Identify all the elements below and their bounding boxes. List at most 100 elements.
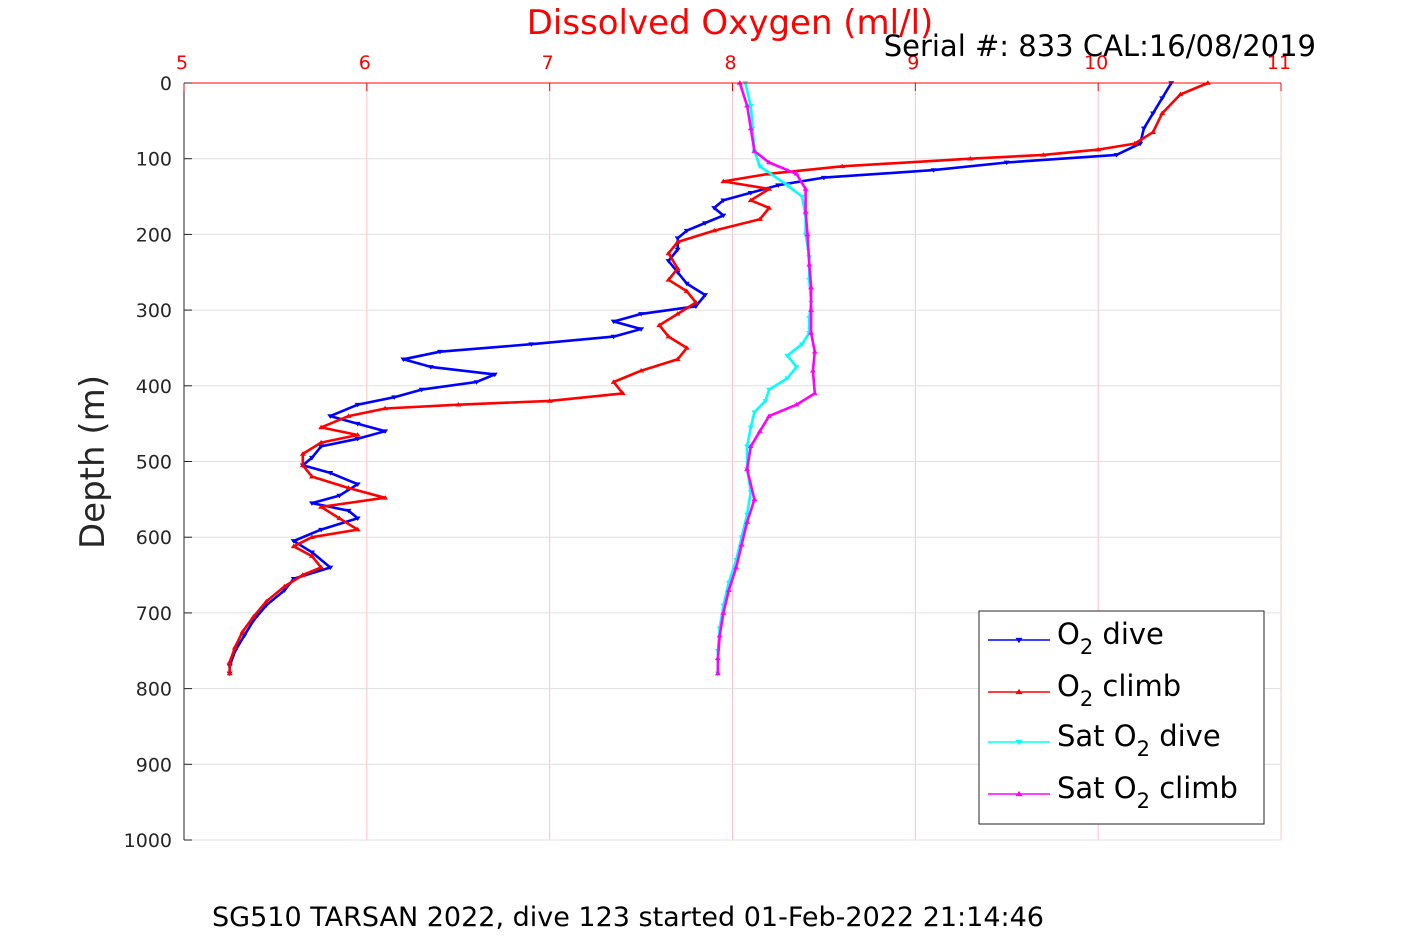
- o2-climb-point: [250, 613, 257, 619]
- sat-o2-climb-point: [756, 428, 763, 434]
- o2-dive-point: [930, 168, 937, 173]
- sat-o2-dive-point: [793, 365, 800, 370]
- y-tick-label: 500: [136, 452, 172, 474]
- o2-dive-point: [400, 357, 407, 363]
- o2-dive-point: [1150, 111, 1157, 116]
- o2-dive-point: [308, 550, 315, 556]
- o2-dive-point: [427, 365, 434, 370]
- sat-o2-climb-point: [793, 402, 800, 407]
- y-tick-label: 600: [136, 527, 172, 549]
- legend-marker-o2-dive: [1015, 637, 1023, 644]
- o2-dive-point: [820, 175, 827, 181]
- o2-dive-point: [327, 414, 334, 419]
- o2-climb-point: [308, 534, 315, 539]
- legend-label-o2-climb: O2 climb: [1057, 669, 1181, 711]
- sat-o2-climb-point: [720, 610, 727, 615]
- x-tick-label: 10: [1084, 52, 1108, 74]
- o2-dive-point: [354, 402, 361, 408]
- o2-climb-point: [711, 227, 718, 233]
- o2-dive-point: [382, 429, 389, 434]
- o2-dive-point: [281, 588, 288, 593]
- o2-climb-point: [345, 485, 352, 490]
- o2-dive-point: [336, 493, 343, 499]
- sat-o2-dive-point: [798, 342, 805, 347]
- o2-dive-point: [702, 221, 709, 226]
- sat-o2-climb-point: [714, 670, 721, 676]
- o2-climb-point: [546, 398, 553, 403]
- o2-climb-point: [318, 504, 325, 509]
- o2-climb-point: [336, 515, 343, 521]
- o2-dive-point: [318, 527, 325, 533]
- sat-o2-climb-point: [751, 496, 758, 502]
- sat-o2-climb-point: [811, 390, 818, 396]
- sat-o2-dive-point: [756, 164, 763, 169]
- o2-climb-point: [756, 216, 763, 222]
- o2-dive-point: [308, 501, 315, 506]
- y-tick-label: 800: [136, 679, 172, 701]
- o2-climb-point: [455, 402, 462, 407]
- o2-climb-point: [720, 178, 727, 184]
- o2-climb-point: [766, 205, 773, 210]
- o2-dive-point: [391, 395, 398, 400]
- o2-climb-point: [226, 659, 233, 664]
- sat-o2-climb-point: [738, 542, 745, 547]
- o2-climb-point: [354, 526, 361, 532]
- o2-climb-point: [345, 413, 352, 418]
- chart-footer: SG510 TARSAN 2022, dive 123 started 01-F…: [212, 902, 1044, 933]
- o2-climb-point: [683, 345, 690, 350]
- legend-box: [978, 610, 1265, 825]
- sat-o2-climb-point: [809, 367, 816, 373]
- sat-o2-climb-point: [793, 171, 800, 176]
- sat-o2-climb-line: [716, 82, 817, 674]
- o2-dive-point: [720, 213, 727, 219]
- sat-o2-climb-point: [808, 307, 815, 312]
- o2-climb-point: [232, 644, 239, 649]
- o2-dive-point: [354, 421, 361, 427]
- o2-dive-series: [226, 81, 1175, 677]
- chart-title: Dissolved Oxygen (ml/l): [527, 3, 934, 43]
- x-tick-label: 8: [724, 52, 736, 74]
- o2-climb-point: [318, 424, 325, 430]
- o2-climb-point: [1159, 110, 1166, 116]
- y-tick-label: 900: [136, 754, 172, 776]
- o2-dive-point: [354, 482, 361, 487]
- sat-o2-climb-point: [802, 186, 809, 191]
- o2-dive-point: [241, 633, 248, 639]
- o2-dive-point: [354, 436, 361, 442]
- axes: [183, 82, 1282, 841]
- o2-dive-point: [665, 259, 672, 264]
- y-tick-label: 700: [136, 603, 172, 625]
- x-tick-label: 6: [359, 52, 371, 74]
- o2-climb-point: [638, 367, 645, 373]
- o2-climb-point: [683, 288, 690, 293]
- series-layer: [226, 80, 1211, 677]
- o2-climb-point: [747, 197, 754, 203]
- o2-climb-point: [674, 265, 681, 271]
- o2-climb-point: [1177, 91, 1184, 97]
- y-tick-label: 100: [136, 149, 172, 171]
- x-tick-label: 9: [907, 52, 919, 74]
- legend: O2 dive O2 climb Sat O2 dive Sat O2 climb: [978, 610, 1265, 825]
- legend-label-sat-o2-dive: Sat O2 dive: [1057, 719, 1221, 761]
- o2-dive-point: [683, 281, 690, 287]
- o2-climb-point: [656, 322, 663, 328]
- o2-climb-point: [665, 277, 672, 282]
- sat-o2-dive-point: [744, 444, 751, 450]
- o2-climb-point: [839, 163, 846, 169]
- o2-dive-point: [528, 342, 535, 347]
- o2-climb-point: [308, 473, 315, 479]
- sat-o2-climb-point: [811, 349, 818, 354]
- sat-o2-climb-point: [806, 261, 813, 267]
- y-tick-label: 200: [136, 224, 172, 246]
- sat-o2-dive-point: [784, 353, 791, 359]
- y-tick-label: 1000: [124, 830, 172, 852]
- o2-climb-point: [290, 543, 297, 549]
- sat-o2-climb-point: [808, 330, 815, 335]
- sat-o2-climb-point: [804, 231, 811, 237]
- legend-marker-o2-climb: [1015, 688, 1023, 695]
- o2-dive-point: [638, 312, 645, 317]
- sat-o2-climb-point: [766, 159, 773, 165]
- o2-climb-point: [281, 583, 288, 589]
- y-axis-label: Depth (m): [73, 375, 113, 549]
- sat-o2-dive-point: [766, 387, 773, 393]
